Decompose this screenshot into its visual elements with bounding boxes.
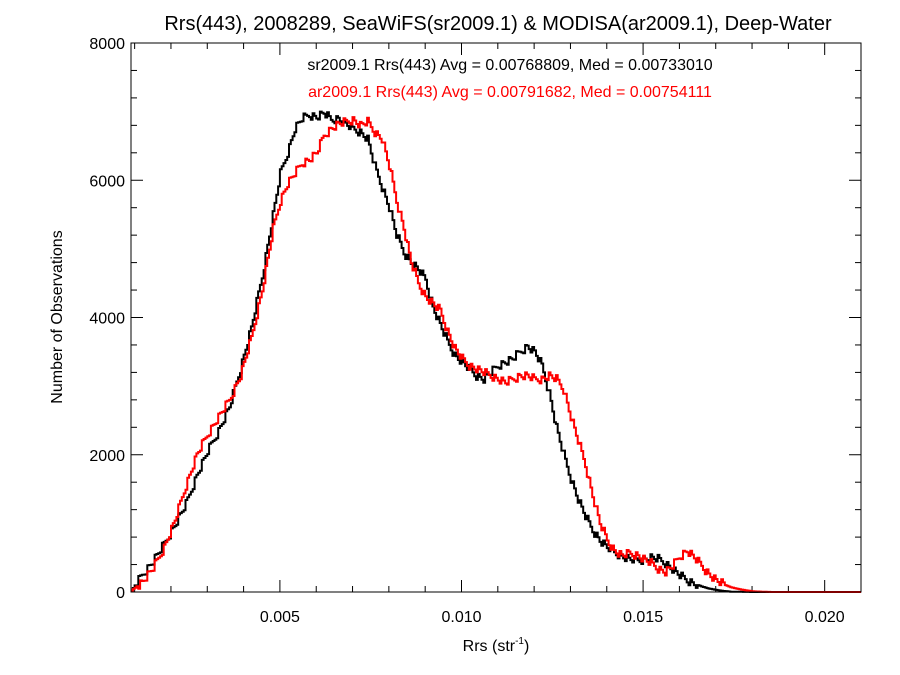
x-axis-label-superscript: -1 (515, 636, 524, 647)
y-axis-label: Number of Observations (49, 230, 66, 403)
plot-frame (130, 42, 862, 593)
series-line-ar2009 (131, 116, 861, 593)
axis-ticks (131, 42, 862, 593)
annotation-ar2009: ar2009.1 Rrs(443) Avg = 0.00791682, Med … (308, 84, 712, 101)
annotation-sr2009: sr2009.1 Rrs(443) Avg = 0.00768809, Med … (307, 57, 712, 74)
x-tick-label: 0.020 (805, 609, 845, 626)
x-axis-label-main: Rrs (str (463, 638, 516, 655)
x-tick-label: 0.015 (623, 609, 663, 626)
y-tick-label: 6000 (89, 173, 125, 190)
chart-title: Rrs(443), 2008289, SeaWiFS(sr2009.1) & M… (164, 13, 832, 35)
series-line-sr2009 (131, 110, 861, 593)
y-tick-label: 4000 (89, 311, 125, 328)
y-tick-label: 0 (116, 585, 125, 602)
y-tick-label: 8000 (89, 36, 125, 53)
x-tick-labels: 0.005 0.010 0.015 0.020 (260, 609, 845, 626)
series-lines (131, 110, 861, 593)
x-tick-label: 0.010 (441, 609, 481, 626)
x-tick-label: 0.005 (260, 609, 300, 626)
x-axis-label-close: ) (524, 638, 529, 655)
y-tick-label: 2000 (89, 448, 125, 465)
y-tick-labels: 0 2000 4000 6000 8000 (89, 36, 125, 602)
x-axis-label: Rrs (str-1) (463, 636, 530, 655)
